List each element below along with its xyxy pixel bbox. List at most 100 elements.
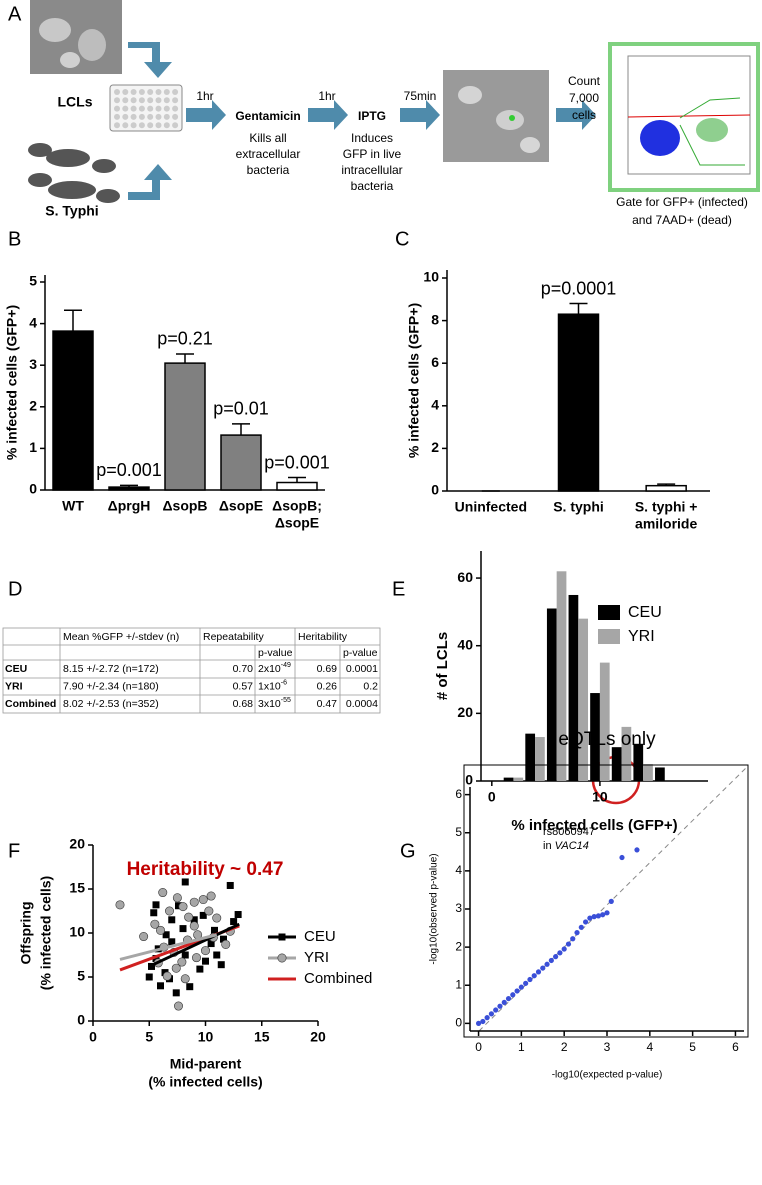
error-bar [232, 423, 250, 436]
point [206, 891, 216, 901]
label: Combined [304, 970, 372, 987]
bar [164, 362, 206, 491]
well [130, 105, 137, 112]
point [619, 854, 625, 861]
point [595, 913, 602, 919]
label: bacteria [351, 179, 394, 193]
label: 10 [198, 1029, 214, 1045]
well [163, 113, 170, 120]
cell [60, 52, 80, 68]
well [163, 122, 170, 129]
label: Gentamicin [235, 109, 300, 123]
point [604, 910, 610, 916]
point [192, 953, 202, 963]
well [138, 113, 145, 120]
label: 5 [29, 273, 37, 289]
label: 0 [488, 789, 496, 805]
point [165, 906, 175, 916]
point [204, 906, 214, 916]
bar [556, 571, 567, 781]
point [493, 1007, 499, 1013]
point [570, 936, 576, 942]
plot-frame [463, 764, 749, 1038]
error-bar [120, 484, 138, 488]
point [211, 926, 218, 934]
plate [109, 84, 183, 132]
point [139, 932, 149, 942]
annotation-gene: VAC14 [555, 840, 589, 852]
bacteria [28, 143, 120, 203]
label: Induces [351, 131, 393, 145]
point [220, 935, 227, 943]
bar [557, 313, 600, 492]
point [175, 902, 182, 910]
point [213, 951, 221, 959]
gate [679, 124, 745, 166]
point [181, 951, 189, 959]
p-exp: -55 [281, 697, 291, 704]
label: 5 [145, 1029, 153, 1045]
point [171, 963, 181, 973]
point [540, 965, 546, 971]
point [115, 900, 125, 910]
arrow [400, 100, 440, 130]
point [168, 938, 176, 946]
label: E [392, 578, 405, 600]
wells [114, 89, 179, 129]
y-axis-label: Offspring [18, 902, 34, 965]
label: S. typhi + [635, 499, 698, 515]
point [591, 914, 597, 920]
point [531, 973, 537, 979]
label: 20 [457, 704, 473, 720]
point [202, 957, 209, 965]
label: B [8, 228, 21, 250]
point [518, 984, 524, 990]
cell [39, 18, 71, 42]
label: 5 [689, 1040, 696, 1054]
bar [525, 733, 536, 781]
well [138, 105, 145, 112]
error-bar [569, 302, 588, 315]
point [177, 957, 187, 967]
point [152, 955, 160, 963]
label: 0 [29, 481, 37, 497]
bar [643, 764, 653, 781]
p-exp: -49 [281, 662, 291, 669]
label: 10 [69, 924, 85, 940]
label: 5 [77, 968, 85, 984]
label: 4 [646, 1040, 653, 1054]
label: YRI [304, 949, 329, 966]
arrow [308, 100, 348, 130]
label: 0.2 [363, 680, 378, 692]
label: 4 [431, 397, 439, 413]
well [172, 122, 179, 129]
point [514, 988, 520, 994]
cell [520, 137, 540, 153]
point [184, 912, 194, 922]
y-axis-label: % infected cells (GFP+) [406, 303, 422, 458]
well [138, 97, 145, 104]
label: Gate for GFP+ (infected) [616, 195, 748, 209]
point [608, 898, 614, 904]
label: 0 [475, 1040, 482, 1054]
bar [655, 767, 665, 781]
well [155, 122, 162, 129]
error-bar [64, 309, 82, 332]
arrow [128, 164, 172, 200]
error-bar [176, 353, 194, 364]
well [172, 113, 179, 120]
label: 1 [29, 439, 37, 455]
label: 8 [431, 311, 439, 327]
label: S. typhi [553, 499, 604, 515]
label: 3 [455, 901, 462, 915]
label: 6 [431, 354, 439, 370]
label: WT [62, 498, 84, 514]
label: 8.15 +/-2.72 (n=172) [63, 663, 159, 675]
label: Kills all [249, 131, 286, 145]
well [172, 89, 179, 95]
label: ΔprgH [108, 498, 151, 514]
well [155, 89, 162, 95]
point [158, 888, 168, 898]
error-bar [288, 476, 306, 483]
label: 0 [77, 1012, 85, 1028]
